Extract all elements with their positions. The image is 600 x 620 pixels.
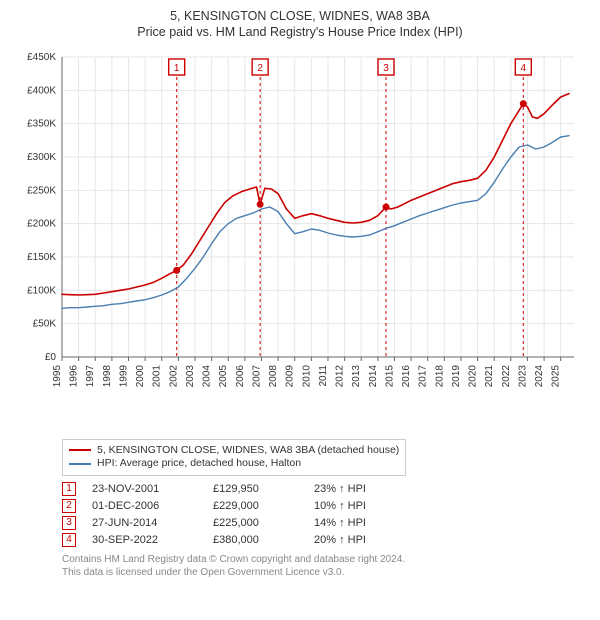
marker-box-label: 1 [174, 63, 180, 74]
x-tick-label: 2011 [318, 364, 329, 386]
legend-swatch [69, 449, 91, 451]
x-tick-label: 2003 [185, 364, 196, 387]
transaction-row: 2 01-DEC-2006 £229,000 10% ↑ HPI [62, 499, 586, 513]
x-tick-label: 2001 [152, 364, 163, 387]
chart-title-line2: Price paid vs. HM Land Registry's House … [14, 24, 586, 40]
x-tick-label: 2023 [517, 364, 528, 387]
y-tick-label: £300K [27, 152, 56, 163]
x-tick-label: 1998 [102, 364, 113, 387]
y-tick-label: £100K [27, 285, 56, 296]
y-tick-label: £150K [27, 252, 56, 263]
x-tick-label: 2000 [135, 364, 146, 387]
x-tick-label: 2002 [168, 364, 179, 387]
x-tick-label: 2024 [534, 364, 545, 387]
y-tick-label: £0 [45, 352, 57, 363]
x-tick-label: 2008 [268, 364, 279, 387]
chart-container: £0 £50K £100K £150K £200K £250K £300K £350K £400… [14, 47, 586, 437]
x-tick-label: 2010 [301, 364, 312, 387]
legend-swatch [69, 463, 91, 465]
transaction-row: 4 30-SEP-2022 £380,000 20% ↑ HPI [62, 533, 586, 547]
x-tick-label: 2025 [551, 364, 562, 387]
marker-dot [257, 200, 264, 207]
y-tick-label: £250K [27, 185, 56, 196]
x-tick-label: 2009 [285, 364, 296, 387]
transaction-price: £229,000 [213, 500, 298, 512]
transaction-vs-hpi: 14% ↑ HPI [314, 517, 366, 529]
marker-dot [173, 266, 180, 273]
marker-box-label: 3 [383, 63, 389, 74]
x-tick-label: 1996 [69, 364, 80, 387]
transaction-date: 01-DEC-2006 [92, 500, 197, 512]
x-tick-label: 1999 [118, 364, 129, 387]
x-tick-label: 2015 [384, 364, 395, 387]
transaction-vs-hpi: 23% ↑ HPI [314, 483, 366, 495]
marker-box-label: 4 [521, 63, 527, 74]
legend-label: HPI: Average price, detached house, Halt… [97, 457, 301, 471]
x-tick-label: 2022 [501, 364, 512, 387]
x-tick-label: 2018 [434, 364, 445, 387]
legend: 5, KENSINGTON CLOSE, WIDNES, WA8 3BA (de… [62, 439, 406, 476]
x-tick-label: 2014 [368, 364, 379, 387]
transaction-marker-ref: 4 [62, 533, 76, 547]
y-tick-label: £450K [27, 52, 56, 63]
x-tick-label: 2013 [351, 364, 362, 387]
x-tick-label: 2004 [202, 364, 213, 387]
transaction-date: 23-NOV-2001 [92, 483, 197, 495]
footer-line1: Contains HM Land Registry data © Crown c… [62, 553, 586, 566]
y-tick-label: £200K [27, 218, 56, 229]
price-chart: £0 £50K £100K £150K £200K £250K £300K £350K £400… [14, 47, 586, 437]
transaction-marker-ref: 3 [62, 516, 76, 530]
page-root: 5, KENSINGTON CLOSE, WIDNES, WA8 3BA Pri… [0, 0, 600, 620]
legend-item: HPI: Average price, detached house, Halt… [69, 457, 399, 471]
x-tick-label: 1995 [52, 364, 63, 387]
x-tick-label: 2006 [235, 364, 246, 387]
transaction-date: 30-SEP-2022 [92, 534, 197, 546]
transaction-marker-ref: 2 [62, 499, 76, 513]
transaction-row: 3 27-JUN-2014 £225,000 14% ↑ HPI [62, 516, 586, 530]
y-tick-label: £350K [27, 118, 56, 129]
x-tick-label: 2012 [335, 364, 346, 387]
x-tick-label: 2021 [484, 364, 495, 387]
chart-title-line1: 5, KENSINGTON CLOSE, WIDNES, WA8 3BA [14, 8, 586, 24]
transactions-table: 1 23-NOV-2001 £129,950 23% ↑ HPI 2 01-DEC-200… [62, 482, 586, 547]
transaction-row: 1 23-NOV-2001 £129,950 23% ↑ HPI [62, 482, 586, 496]
x-tick-label: 1997 [85, 364, 96, 387]
transaction-price: £225,000 [213, 517, 298, 529]
transaction-date: 27-JUN-2014 [92, 517, 197, 529]
marker-dot [520, 100, 527, 107]
y-tick-label: £400K [27, 85, 56, 96]
footer-line2: This data is licensed under the Open Gov… [62, 566, 586, 579]
x-tick-label: 2020 [468, 364, 479, 387]
x-tick-label: 2005 [218, 364, 229, 387]
x-tick-label: 2019 [451, 364, 462, 387]
marker-dot [382, 203, 389, 210]
transaction-vs-hpi: 10% ↑ HPI [314, 500, 366, 512]
transaction-marker-ref: 1 [62, 482, 76, 496]
legend-label: 5, KENSINGTON CLOSE, WIDNES, WA8 3BA (de… [97, 444, 399, 458]
transaction-vs-hpi: 20% ↑ HPI [314, 534, 366, 546]
x-tick-label: 2016 [401, 364, 412, 387]
x-tick-label: 2007 [251, 364, 262, 387]
x-tick-label: 2017 [418, 364, 429, 387]
series-hpi [62, 135, 569, 308]
y-tick-label: £50K [33, 318, 57, 329]
marker-box-label: 2 [257, 63, 263, 74]
transaction-price: £380,000 [213, 534, 298, 546]
transaction-price: £129,950 [213, 483, 298, 495]
footer: Contains HM Land Registry data © Crown c… [62, 553, 586, 579]
legend-item: 5, KENSINGTON CLOSE, WIDNES, WA8 3BA (de… [69, 444, 399, 458]
